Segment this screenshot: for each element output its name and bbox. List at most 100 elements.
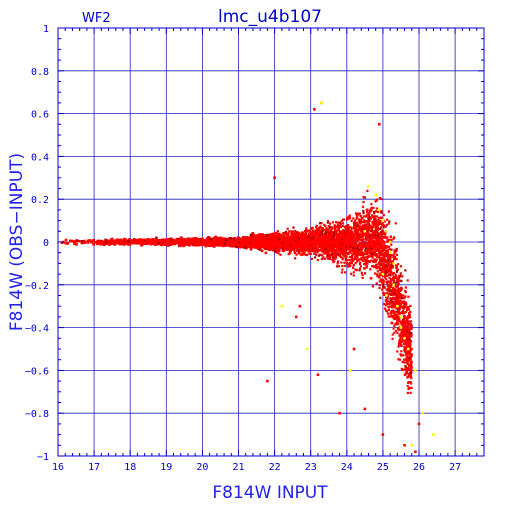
data-point bbox=[379, 237, 382, 240]
data-point bbox=[158, 238, 161, 242]
data-point bbox=[283, 249, 286, 252]
data-point bbox=[390, 253, 393, 257]
data-point bbox=[368, 219, 371, 223]
data-point bbox=[375, 215, 378, 218]
data-point bbox=[383, 232, 386, 236]
data-point bbox=[372, 206, 375, 209]
data-point bbox=[369, 216, 372, 219]
data-point bbox=[252, 234, 255, 238]
data-point bbox=[358, 258, 361, 261]
data-point bbox=[120, 242, 124, 246]
data-point bbox=[348, 214, 351, 217]
data-point bbox=[102, 240, 105, 244]
data-point bbox=[388, 290, 391, 293]
data-point bbox=[210, 240, 213, 244]
data-point bbox=[223, 244, 226, 247]
data-point bbox=[394, 273, 397, 276]
data-point bbox=[392, 272, 395, 275]
data-point bbox=[398, 302, 401, 305]
data-point bbox=[377, 223, 380, 226]
data-point bbox=[302, 242, 306, 245]
data-point bbox=[405, 340, 408, 343]
data-point bbox=[373, 219, 377, 222]
data-point bbox=[385, 260, 389, 263]
data-point bbox=[381, 274, 384, 278]
data-point bbox=[330, 229, 333, 232]
data-point bbox=[237, 236, 240, 239]
data-point bbox=[330, 249, 333, 252]
data-point bbox=[386, 291, 389, 295]
data-point bbox=[405, 309, 409, 312]
data-point bbox=[407, 323, 410, 327]
data-point bbox=[402, 294, 405, 297]
data-point bbox=[405, 360, 408, 364]
data-point bbox=[318, 233, 321, 236]
data-point bbox=[242, 240, 246, 244]
data-point bbox=[386, 251, 389, 254]
data-point bbox=[392, 254, 395, 257]
data-point bbox=[352, 217, 355, 220]
data-point bbox=[346, 216, 349, 219]
data-point bbox=[351, 240, 354, 244]
data-point bbox=[375, 267, 378, 270]
data-point bbox=[370, 265, 374, 268]
data-point bbox=[385, 245, 389, 248]
data-point bbox=[249, 235, 253, 238]
data-point bbox=[279, 245, 282, 248]
data-point bbox=[405, 371, 409, 375]
data-point bbox=[333, 229, 336, 232]
data-point bbox=[376, 231, 379, 235]
data-point bbox=[391, 266, 394, 269]
data-point bbox=[398, 334, 401, 337]
data-point bbox=[88, 239, 92, 242]
data-point bbox=[398, 294, 401, 297]
data-point bbox=[388, 254, 391, 257]
data-point bbox=[305, 227, 308, 230]
data-point bbox=[138, 241, 142, 244]
data-point bbox=[279, 253, 282, 256]
data-point bbox=[283, 248, 287, 251]
data-point bbox=[281, 242, 284, 245]
data-point bbox=[272, 234, 276, 237]
data-point bbox=[256, 242, 259, 246]
data-point bbox=[238, 241, 241, 245]
data-point bbox=[264, 243, 268, 247]
data-point bbox=[339, 235, 343, 238]
data-point bbox=[361, 251, 364, 254]
data-point bbox=[407, 308, 411, 311]
data-point bbox=[249, 244, 253, 247]
data-point bbox=[351, 253, 354, 256]
data-point bbox=[391, 316, 395, 319]
data-point bbox=[408, 333, 412, 336]
data-point bbox=[356, 215, 359, 218]
data-point bbox=[379, 226, 383, 229]
data-point bbox=[405, 333, 408, 337]
data-point bbox=[357, 213, 360, 216]
data-point bbox=[92, 242, 95, 246]
data-point bbox=[379, 252, 382, 255]
data-point bbox=[341, 240, 344, 243]
data-point bbox=[379, 233, 382, 236]
data-point bbox=[386, 218, 389, 221]
data-point bbox=[239, 244, 243, 248]
data-point bbox=[401, 275, 404, 278]
data-point bbox=[392, 327, 395, 330]
data-point bbox=[268, 234, 272, 238]
data-point bbox=[339, 223, 342, 226]
data-point bbox=[366, 226, 369, 229]
data-point bbox=[318, 245, 322, 248]
data-point bbox=[327, 244, 330, 247]
data-point bbox=[334, 254, 337, 257]
data-point bbox=[370, 236, 373, 240]
data-point bbox=[392, 296, 395, 299]
data-point bbox=[377, 255, 380, 259]
data-point bbox=[347, 241, 351, 244]
data-point bbox=[370, 247, 373, 250]
data-point bbox=[376, 246, 379, 249]
data-point bbox=[333, 252, 337, 256]
data-point bbox=[315, 253, 318, 256]
data-point bbox=[240, 237, 244, 241]
data-point bbox=[401, 322, 404, 325]
data-point bbox=[320, 230, 324, 233]
